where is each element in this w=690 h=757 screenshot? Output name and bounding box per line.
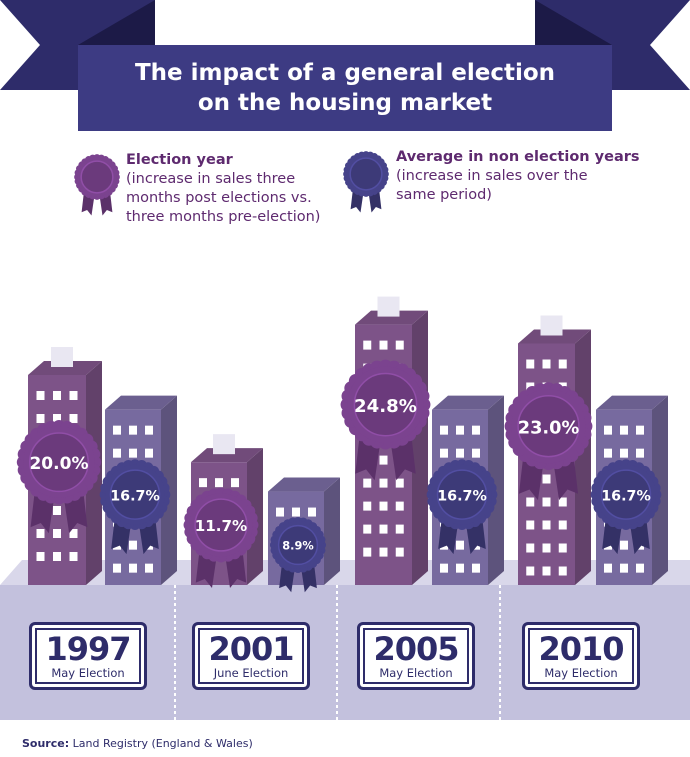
rosette-non-election-2005: 16.7% xyxy=(426,459,498,555)
data-label-election-1997: 20.0% xyxy=(29,454,88,474)
banner-fold-right xyxy=(535,0,612,45)
rosettes-layer: 20.0% 16.7% 11.7% 8.9% 24.8% 16.7% 23.0% 16.7% xyxy=(16,359,662,593)
legend-election-desc-3: three months pre-election) xyxy=(126,209,321,225)
rosette-election-2010: 23.0% xyxy=(504,382,593,501)
chart-title-line1: The impact of a general election xyxy=(134,60,556,86)
year-box-2010: 2010 May Election xyxy=(522,622,640,690)
year-box-1997: 1997 May Election xyxy=(29,622,147,690)
legend-election-desc-1: (increase in sales three xyxy=(126,171,296,187)
rosette-election-2005: 24.8% xyxy=(340,359,431,481)
data-label-non-election-1997: 16.7% xyxy=(110,488,160,504)
legend-election-rosette xyxy=(74,154,120,216)
banner-fold-left xyxy=(78,0,155,45)
chart-title-line2: on the housing market xyxy=(197,90,493,116)
year-label-2001: 2001 xyxy=(208,630,294,668)
legend-election-title: Election year xyxy=(126,152,233,168)
rosette-election-1997: 20.0% xyxy=(16,420,102,534)
data-label-election-2010: 23.0% xyxy=(518,418,580,438)
year-label-2005: 2005 xyxy=(373,630,459,668)
legend-non-election-desc-1: (increase in sales over the xyxy=(396,168,588,184)
legend-election-desc-2: months post elections vs. xyxy=(126,190,312,206)
rosette-election-2001: 11.7% xyxy=(183,487,259,588)
year-sublabel-2005: May Election xyxy=(379,666,453,680)
banner-main xyxy=(78,45,612,131)
legend-election: Election year (increase in sales three m… xyxy=(126,151,320,227)
data-label-non-election-2010: 16.7% xyxy=(601,488,651,504)
year-label-2010: 2010 xyxy=(538,630,624,668)
year-sublabel-2001: June Election xyxy=(213,666,289,680)
legend-non-election-rosette xyxy=(343,151,389,213)
legend-rosettes xyxy=(74,151,389,216)
data-label-non-election-2005: 16.7% xyxy=(437,488,487,504)
rosette-non-election-1997: 16.7% xyxy=(99,459,171,555)
year-box-2005: 2005 May Election xyxy=(357,622,475,690)
data-label-election-2005: 24.8% xyxy=(354,396,417,417)
year-box-2001: 2001 June Election xyxy=(192,622,310,690)
legend-non-election: Average in non election years (increase … xyxy=(396,148,640,205)
data-label-election-2001: 11.7% xyxy=(195,517,247,535)
data-label-non-election-2001: 8.9% xyxy=(282,539,313,553)
source-label: Source: xyxy=(22,737,70,750)
rosette-non-election-2010: 16.7% xyxy=(590,459,662,555)
chart-title: The impact of a general election on the … xyxy=(78,45,612,131)
legend-non-election-desc-2: same period) xyxy=(396,187,492,203)
legend-non-election-title: Average in non election years xyxy=(396,149,640,165)
year-label-1997: 1997 xyxy=(45,630,131,668)
year-sublabel-1997: May Election xyxy=(51,666,125,680)
rosette-non-election-2001: 8.9% xyxy=(269,516,327,593)
source-text: Land Registry (England & Wales) xyxy=(72,737,253,750)
source-note: Source: Land Registry (England & Wales) xyxy=(22,737,253,750)
year-sublabel-2010: May Election xyxy=(544,666,618,680)
